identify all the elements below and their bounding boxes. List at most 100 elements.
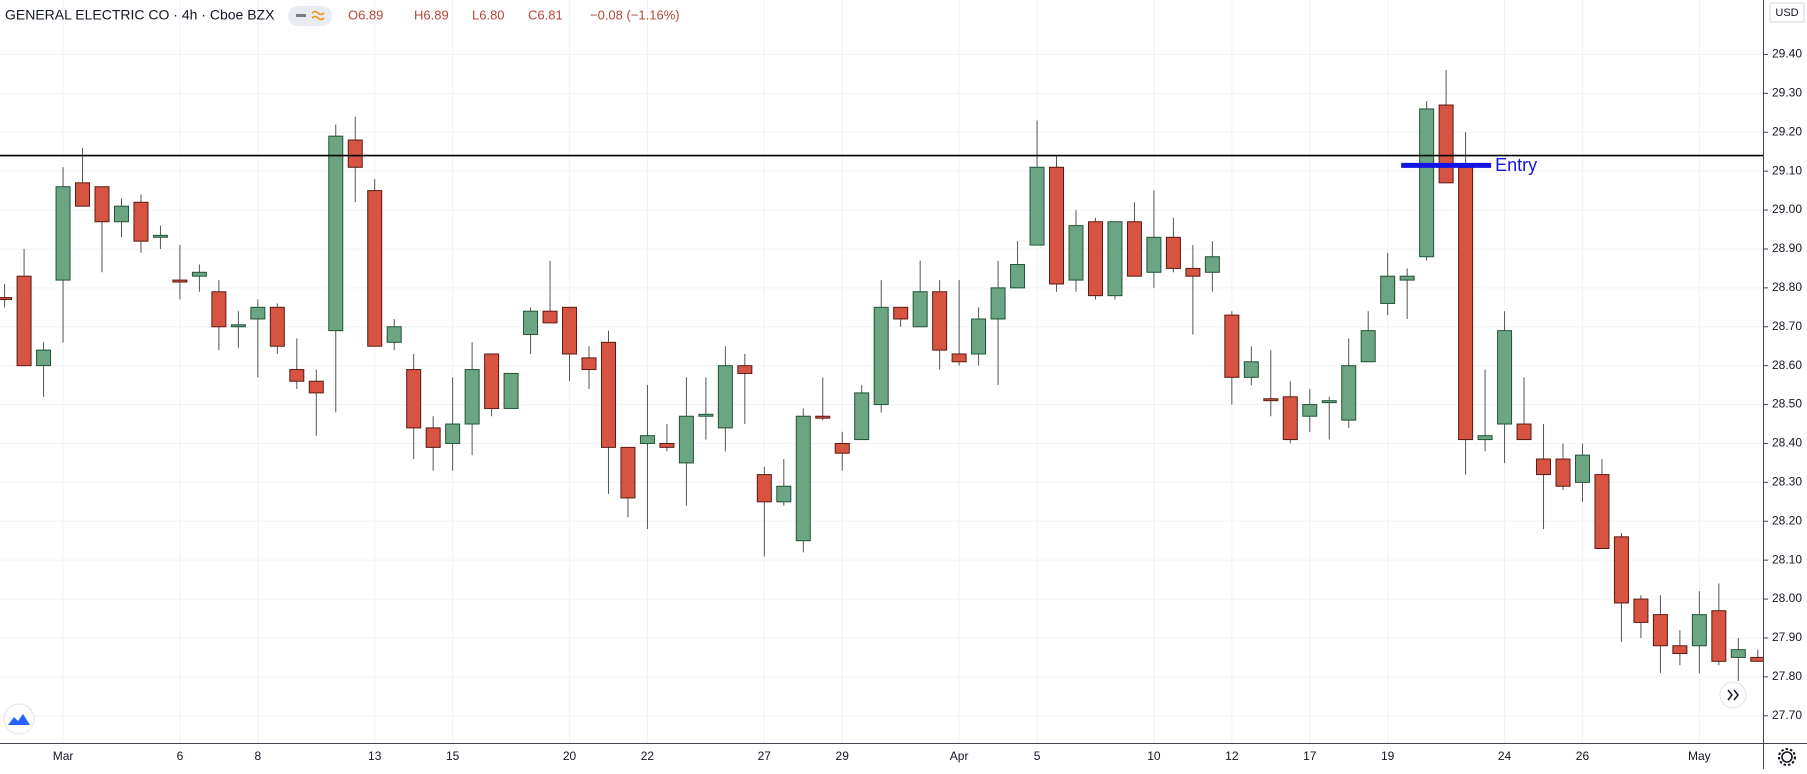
candle-body [1419, 108, 1435, 258]
candle-body [16, 275, 32, 367]
candle-body [1536, 458, 1552, 476]
candle-body [133, 201, 149, 242]
x-tick-label: 8 [254, 749, 261, 763]
y-tick-label: 28.30 [1772, 475, 1802, 489]
x-tick-label: 6 [177, 749, 184, 763]
candle-body [464, 369, 480, 425]
currency-box [1769, 2, 1805, 23]
candle-body [386, 326, 402, 343]
candle-body [1029, 166, 1045, 246]
labels: 27.70 27.80 27.90 28.00 28.10 28.20 28.30 28.40… [53, 47, 1803, 764]
candle-body [1087, 221, 1103, 297]
candle-body [717, 365, 733, 429]
x-tick-label: 20 [563, 749, 577, 763]
candle-body [1672, 645, 1688, 655]
candle-body [523, 310, 539, 336]
x-tick-label: May [1688, 749, 1711, 763]
candle-body [698, 413, 714, 417]
candle-body [1458, 166, 1474, 441]
settings[interactable] [1778, 748, 1796, 766]
y-tick-label: 29.10 [1772, 163, 1802, 177]
candle-body [172, 279, 188, 283]
candle-body [1730, 649, 1746, 658]
candle-body [912, 291, 928, 328]
candle-body [230, 324, 246, 328]
legend-value: O6.89 [348, 7, 383, 22]
y-tick-label: 28.40 [1772, 436, 1802, 450]
candle-body [308, 380, 324, 394]
candle-body [1594, 474, 1610, 549]
symbol-title: GENERAL ELECTRIC CO · 4h · Cboe BZX [5, 7, 275, 23]
y-tick-label: 27.70 [1772, 708, 1802, 722]
candle-body [1263, 398, 1279, 402]
candle-body [1126, 221, 1142, 277]
candle-body [1750, 656, 1763, 662]
y-tick-label: 28.10 [1772, 552, 1802, 566]
candle-body [620, 446, 636, 499]
candle-body [1380, 275, 1396, 304]
candle-body [834, 442, 850, 454]
candle-body [1711, 610, 1727, 662]
candle-body [932, 291, 948, 351]
x-tick-label: 29 [836, 749, 850, 763]
candle-body [269, 306, 285, 347]
candle-body [1438, 104, 1454, 184]
candle-body [406, 369, 422, 429]
candle-body [600, 341, 616, 448]
candle-body [1185, 267, 1201, 277]
candles [0, 70, 1763, 681]
candle-body [1010, 264, 1026, 289]
candle-body [1477, 435, 1493, 441]
x-tick-label: 22 [641, 749, 655, 763]
candle-body [1224, 314, 1240, 378]
x-tick-label: 24 [1498, 749, 1512, 763]
scroll-button[interactable] [1719, 681, 1747, 709]
y-tick-label: 28.50 [1772, 397, 1802, 411]
y-tick-label: 29.00 [1772, 202, 1802, 216]
x-tick-label: 13 [368, 749, 382, 763]
candle-body [776, 485, 792, 503]
y-tick-label: 28.00 [1772, 591, 1802, 605]
candle-body [484, 353, 500, 409]
candle-body [795, 415, 811, 542]
indicator-pill[interactable] [288, 6, 332, 26]
y-tick-label: 29.20 [1772, 124, 1802, 138]
legend-values: O6.89 H6.89 L6.80 C6.81 −0.08 (−1.16%) [348, 7, 680, 22]
currency: USD [1775, 7, 1798, 19]
candle-body [873, 306, 889, 406]
candle-body [1613, 536, 1629, 604]
candle-body [1399, 275, 1415, 281]
y-tick-label: 28.20 [1772, 513, 1802, 527]
candle-body [425, 427, 441, 448]
candle-body [94, 186, 110, 223]
y-tick-label: 28.80 [1772, 280, 1802, 294]
candle-body [581, 357, 597, 371]
candle-body [1633, 598, 1649, 623]
candle-body [152, 234, 168, 238]
y-tick-label: 28.60 [1772, 358, 1802, 372]
x-tick-label: 19 [1381, 749, 1395, 763]
candle-body [1497, 330, 1513, 425]
candle-body [113, 205, 129, 223]
candle-body [951, 353, 967, 363]
candle-body [55, 186, 71, 281]
candle-body [367, 190, 383, 347]
legend-value: L6.80 [472, 7, 505, 22]
legend-value: C6.81 [528, 7, 563, 22]
y-tick-label: 29.40 [1772, 47, 1802, 61]
legend-value: −0.08 (−1.16%) [590, 7, 680, 22]
entry-label: Entry [1495, 155, 1537, 175]
candle-body [1107, 221, 1123, 297]
candle-body [990, 287, 1006, 320]
candle-body [1360, 330, 1376, 363]
candle-body [639, 435, 655, 444]
candle-body [1555, 458, 1571, 487]
candle-body [347, 139, 363, 168]
logo[interactable] [3, 703, 35, 735]
x-tick-label: 27 [758, 749, 772, 763]
candle-body [678, 415, 694, 464]
candle-body [445, 423, 461, 444]
overlays: Entry [0, 154, 1763, 175]
y-tick-label: 28.70 [1772, 319, 1802, 333]
